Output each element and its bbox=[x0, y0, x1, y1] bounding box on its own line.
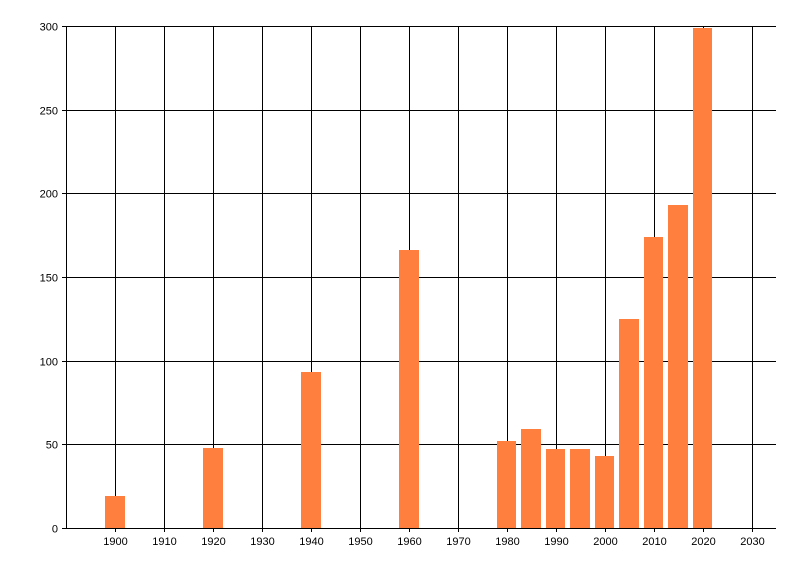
y-tick-label-300: 300 bbox=[40, 22, 58, 34]
x-tick-label-1960: 1960 bbox=[397, 536, 421, 548]
x-tick-label-1940: 1940 bbox=[299, 536, 323, 548]
bar-2005 bbox=[619, 319, 639, 528]
bar-2020 bbox=[693, 28, 712, 528]
bar-2015 bbox=[668, 205, 688, 528]
y-tick-label-0: 0 bbox=[52, 524, 58, 536]
bar-2010 bbox=[644, 237, 663, 528]
x-tick-label-2010: 2010 bbox=[642, 536, 666, 548]
x-tick-label-2030: 2030 bbox=[740, 536, 764, 548]
bar-1980 bbox=[497, 441, 516, 528]
y-tick-label-100: 100 bbox=[40, 357, 58, 369]
x-tick-label-1900: 1900 bbox=[103, 536, 127, 548]
bar-1900 bbox=[105, 496, 125, 528]
y-tick-label-50: 50 bbox=[46, 440, 58, 452]
bar-2000 bbox=[595, 456, 614, 528]
x-tick-label-1980: 1980 bbox=[495, 536, 519, 548]
bar-1995 bbox=[570, 449, 590, 528]
bar-1920 bbox=[203, 448, 223, 528]
y-tick-label-250: 250 bbox=[40, 106, 58, 118]
x-tick-label-1990: 1990 bbox=[544, 536, 568, 548]
y-tick-label-200: 200 bbox=[40, 189, 58, 201]
axes bbox=[62, 26, 776, 532]
x-tick-label-2000: 2000 bbox=[593, 536, 617, 548]
y-tick-label-150: 150 bbox=[40, 273, 58, 285]
x-tick-label-1910: 1910 bbox=[152, 536, 176, 548]
tick-labels: 0 50 100 150 200 250 300 1900 1910 1920 1930 1940 19… bbox=[40, 22, 765, 549]
x-tick-label-1920: 1920 bbox=[201, 536, 225, 548]
bars bbox=[105, 28, 712, 528]
bar-1940 bbox=[301, 372, 321, 528]
x-tick-label-1970: 1970 bbox=[446, 536, 470, 548]
x-tick-label-1950: 1950 bbox=[348, 536, 372, 548]
bar-1960 bbox=[399, 250, 419, 528]
x-tick-label-1930: 1930 bbox=[250, 536, 274, 548]
x-tick-label-2020: 2020 bbox=[691, 536, 715, 548]
bar-1990 bbox=[546, 449, 565, 528]
bar-1985 bbox=[521, 429, 541, 528]
